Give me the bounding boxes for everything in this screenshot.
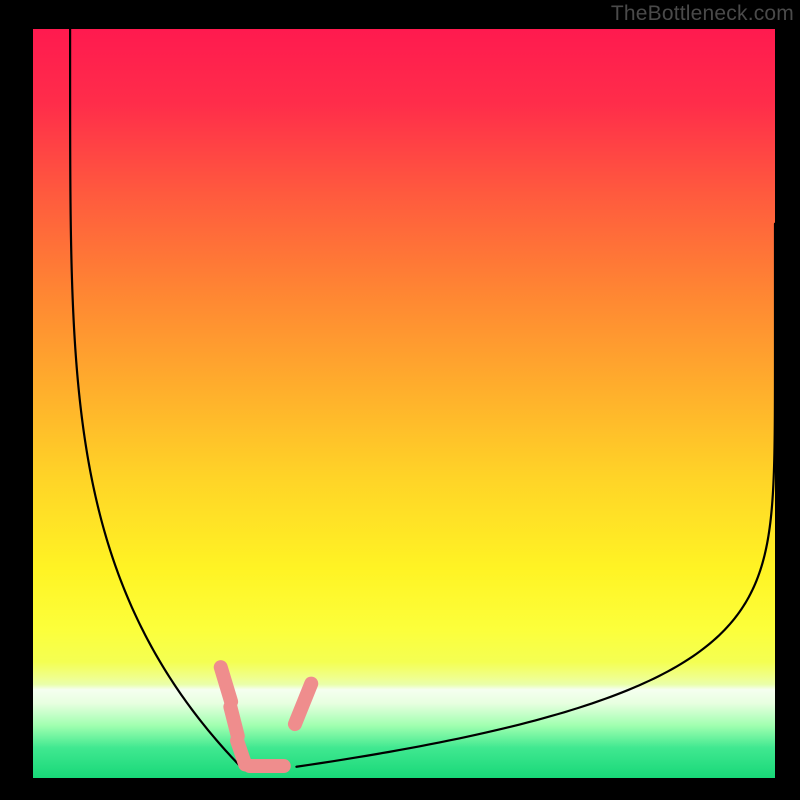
watermark-label: TheBottleneck.com: [611, 2, 794, 26]
chart-plot-area: [33, 29, 775, 778]
valley-marker-segment: [230, 707, 237, 736]
valley-marker-segment: [221, 667, 231, 701]
bottleneck-curve-chart: [33, 29, 775, 778]
valley-marker-segment: [237, 741, 245, 765]
